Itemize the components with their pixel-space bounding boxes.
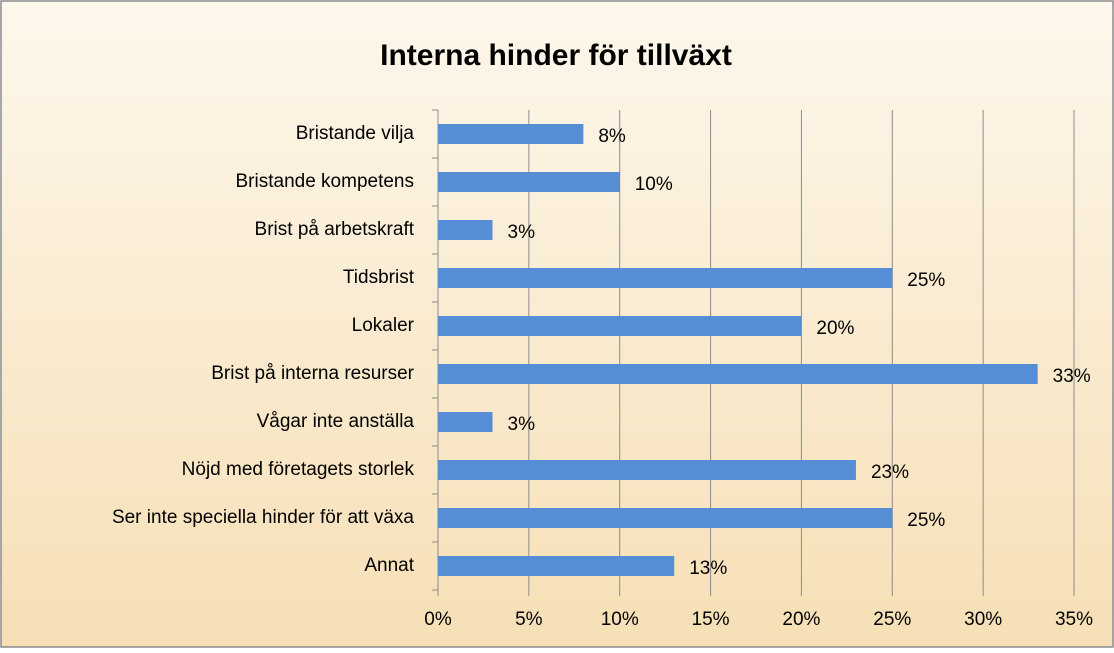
value-label: 3%: [508, 222, 536, 243]
bar: [438, 508, 893, 528]
value-label: 23%: [871, 462, 909, 483]
value-label: 13%: [689, 558, 727, 579]
bar: [438, 316, 802, 336]
bar: [438, 172, 620, 192]
bar: [438, 364, 1038, 384]
x-tick-label: 0%: [424, 609, 452, 630]
value-label: 25%: [907, 510, 945, 531]
y-tick-label: Bristande vilja: [296, 123, 415, 144]
value-label: 3%: [508, 414, 536, 435]
bar: [438, 412, 493, 432]
bar: [438, 556, 675, 576]
value-label: 10%: [635, 174, 673, 195]
bar: [438, 220, 493, 240]
y-tick-label: Lokaler: [352, 315, 415, 336]
bar: [438, 124, 584, 144]
x-tick-label: 5%: [515, 609, 543, 630]
y-tick-label: Vågar inte anställa: [257, 411, 415, 432]
x-tick-label: 10%: [601, 609, 639, 630]
value-label: 20%: [816, 318, 854, 339]
value-label: 8%: [598, 126, 626, 147]
x-tick-label: 15%: [692, 609, 730, 630]
y-tick-label: Tidsbrist: [343, 267, 415, 288]
y-tick-label: Annat: [364, 555, 414, 576]
y-tick-label: Ser inte speciella hinder för att växa: [112, 507, 414, 528]
x-tick-label: 35%: [1055, 609, 1093, 630]
x-tick-label: 20%: [782, 609, 820, 630]
y-tick-label: Nöjd med företagets storlek: [182, 459, 415, 480]
chart-title: Interna hinder för tillväxt: [380, 39, 732, 72]
y-tick-label: Brist på interna resurser: [211, 363, 414, 384]
bar: [438, 460, 856, 480]
bar: [438, 268, 893, 288]
value-label: 33%: [1053, 366, 1091, 387]
y-tick-label: Brist på arbetskraft: [255, 219, 415, 240]
value-label: 25%: [907, 270, 945, 291]
x-tick-label: 25%: [873, 609, 911, 630]
x-tick-label: 30%: [964, 609, 1002, 630]
y-tick-label: Bristande kompetens: [236, 171, 415, 192]
